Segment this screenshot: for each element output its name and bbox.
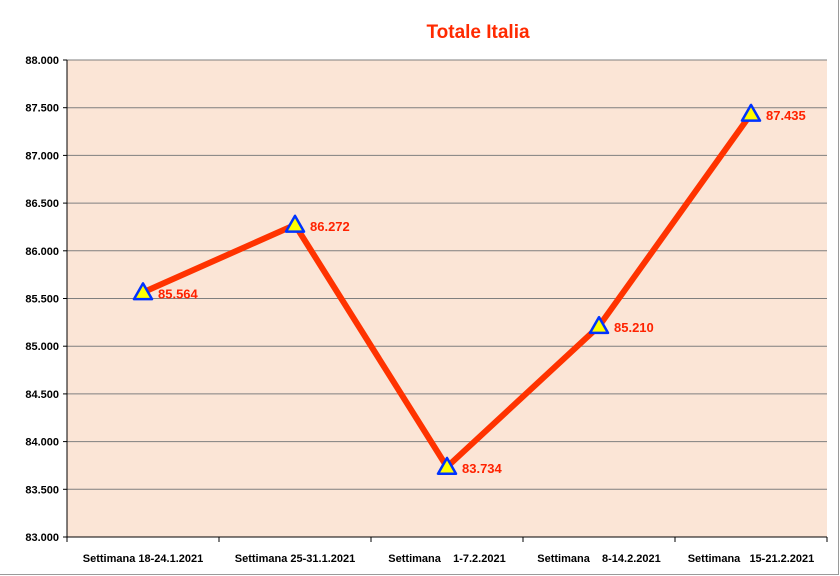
x-tick-label: Settimana 15-21.2.2021 <box>688 553 815 565</box>
data-labels: 85.564 86.272 83.734 85.210 87.435 <box>158 108 806 476</box>
data-point-marker <box>740 103 762 122</box>
x-tick-label: Settimana 25-31.1.2021 <box>235 553 355 565</box>
axes <box>66 60 828 542</box>
gridlines <box>63 59 827 538</box>
data-point-marker <box>588 315 610 335</box>
y-tick-label: 84.500 <box>25 389 59 401</box>
data-markers <box>132 103 762 475</box>
data-label: 85.564 <box>158 286 199 301</box>
y-tick-label: 83.500 <box>25 484 59 496</box>
x-tick-label: Settimana 8-14.2.2021 <box>537 553 661 565</box>
data-label: 86.272 <box>310 219 350 234</box>
data-label: 87.435 <box>766 108 806 123</box>
data-label: 83.734 <box>462 461 503 476</box>
y-tick-label: 85.500 <box>25 294 59 306</box>
x-tick-label: Settimana 1-7.2.2021 <box>388 553 505 565</box>
y-tick-label: 87.000 <box>25 150 59 162</box>
y-tick-label: 83.000 <box>25 532 59 544</box>
x-axis-tick-labels: Settimana 18-24.1.2021 Settimana 25-31.1.… <box>83 553 815 565</box>
y-tick-label: 85.000 <box>25 341 59 353</box>
x-tick-label: Settimana 18-24.1.2021 <box>83 553 203 565</box>
y-tick-label: 86.000 <box>25 246 59 258</box>
data-point-marker <box>132 282 154 301</box>
y-tick-label: 87.500 <box>25 103 59 115</box>
data-point-marker <box>436 456 458 475</box>
data-label: 85.210 <box>614 320 654 335</box>
y-tick-label: 84.000 <box>25 437 59 449</box>
y-axis-tick-labels: 83.000 83.500 84.000 84.500 85.000 85.500 86.0… <box>25 55 59 544</box>
chart-title: Totale Italia <box>426 22 530 43</box>
data-point-marker <box>284 214 306 233</box>
y-tick-label: 86.500 <box>25 198 59 210</box>
y-tick-label: 88.000 <box>25 55 59 67</box>
